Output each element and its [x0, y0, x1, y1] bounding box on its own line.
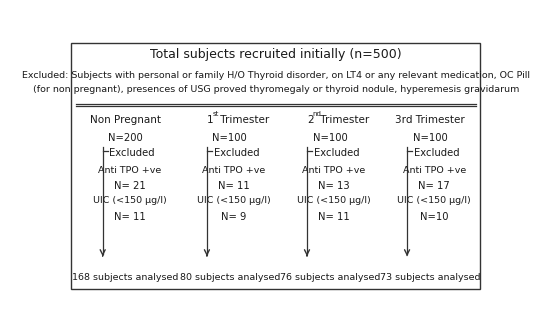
Text: N= 11: N= 11 — [114, 212, 146, 222]
Text: N=100: N=100 — [313, 133, 348, 143]
Text: N= 11: N= 11 — [318, 212, 350, 222]
Text: N=100: N=100 — [413, 133, 448, 143]
Text: N= 21: N= 21 — [114, 181, 146, 191]
Text: Excluded: Excluded — [314, 149, 359, 158]
Text: UIC (<150 μg/l): UIC (<150 μg/l) — [297, 196, 371, 205]
Text: Trimester: Trimester — [317, 115, 370, 125]
Text: Anti TPO +ve: Anti TPO +ve — [302, 166, 366, 174]
Text: 168 subjects analysed: 168 subjects analysed — [73, 273, 179, 282]
Text: N= 11: N= 11 — [218, 181, 250, 191]
Text: Excluded: Excluded — [109, 149, 155, 158]
Text: Anti TPO +ve: Anti TPO +ve — [402, 166, 466, 174]
Text: Non Pregnant: Non Pregnant — [90, 115, 161, 125]
Text: UIC (<150 μg/l): UIC (<150 μg/l) — [197, 196, 271, 205]
Text: Trimester: Trimester — [217, 115, 270, 125]
Text: 1: 1 — [207, 115, 214, 125]
Text: N= 17: N= 17 — [418, 181, 450, 191]
Text: 76 subjects analysed: 76 subjects analysed — [280, 273, 380, 282]
Text: Total subjects recruited initially (n=500): Total subjects recruited initially (n=50… — [150, 48, 401, 61]
Text: Excluded: Excluded — [414, 149, 459, 158]
Text: 80 subjects analysed: 80 subjects analysed — [180, 273, 280, 282]
Text: 3rd Trimester: 3rd Trimester — [395, 115, 465, 125]
Text: (for non pregnant), presences of USG proved thyromegaly or thyroid nodule, hyper: (for non pregnant), presences of USG pro… — [32, 85, 519, 94]
Text: N= 13: N= 13 — [318, 181, 350, 191]
Text: 2: 2 — [307, 115, 314, 125]
Text: Anti TPO +ve: Anti TPO +ve — [98, 166, 161, 174]
Text: N= 9: N= 9 — [221, 212, 247, 222]
Text: Excluded: Subjects with personal or family H/O Thyroid disorder, on LT4 or any r: Excluded: Subjects with personal or fami… — [22, 71, 530, 80]
Text: UIC (<150 μg/l): UIC (<150 μg/l) — [93, 196, 167, 205]
Text: N=100: N=100 — [213, 133, 247, 143]
Text: N=200: N=200 — [108, 133, 143, 143]
Text: N=10: N=10 — [420, 212, 448, 222]
Text: Excluded: Excluded — [214, 149, 259, 158]
Text: st: st — [213, 111, 219, 116]
Text: Anti TPO +ve: Anti TPO +ve — [202, 166, 266, 174]
Text: nd: nd — [313, 111, 321, 116]
Text: UIC (<150 μg/l): UIC (<150 μg/l) — [397, 196, 471, 205]
Text: 73 subjects analysed: 73 subjects analysed — [380, 273, 480, 282]
